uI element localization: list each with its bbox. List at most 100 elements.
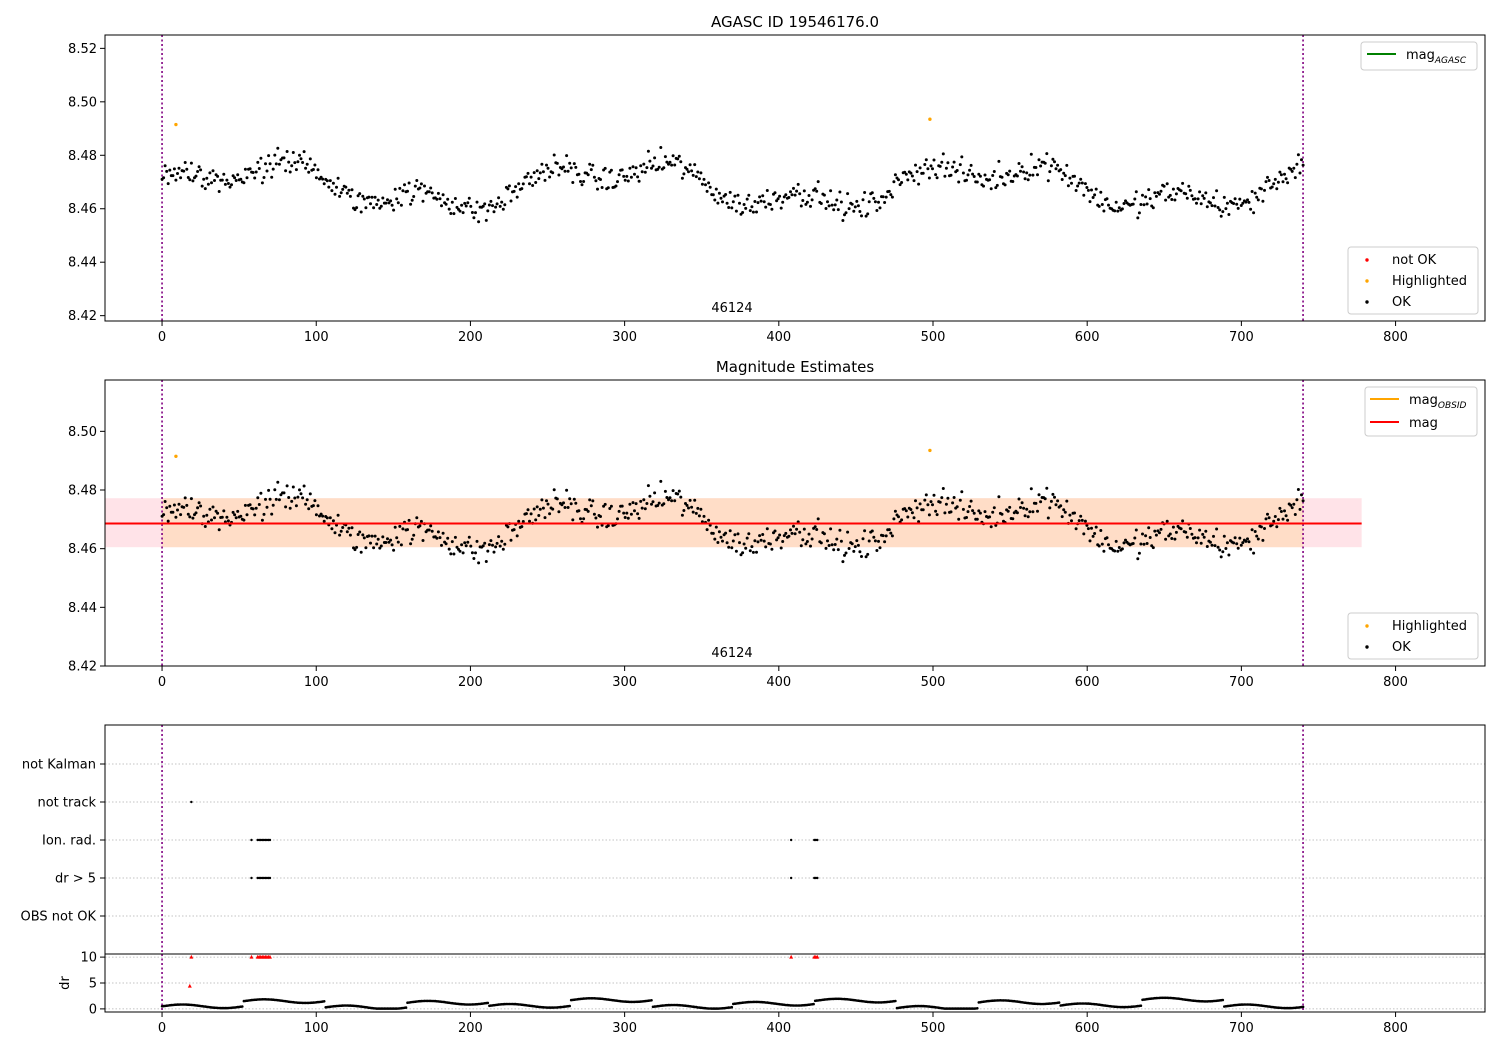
agasc-legend-marker-not-ok: [1365, 258, 1369, 262]
estimates-xtick-label-800: 800: [1383, 675, 1408, 690]
estimates-ok-point: [952, 496, 956, 499]
estimates-ok-point: [1083, 519, 1087, 523]
estimates-ok-point: [747, 532, 751, 536]
estimates-ok-point: [1086, 527, 1090, 531]
agasc-ok-point: [529, 175, 533, 179]
estimates-ok-point: [350, 526, 354, 530]
dr-plot-area: [160, 954, 1305, 1012]
agasc-ok-point: [1113, 209, 1117, 213]
agasc-ok-point: [759, 199, 763, 203]
estimates-ok-point: [1259, 525, 1263, 529]
estimates-ok-point: [277, 498, 281, 502]
agasc-ok-point: [1062, 171, 1066, 175]
estimates-ok-point: [171, 510, 175, 514]
estimates-ok-point: [662, 502, 666, 506]
estimates-ok-point: [1193, 536, 1197, 540]
agasc-ok-point: [1066, 184, 1070, 188]
agasc-ok-point: [1162, 184, 1166, 188]
estimates-ok-point: [1006, 509, 1010, 513]
agasc-ok-point: [977, 172, 981, 176]
agasc-ok-point: [731, 200, 735, 204]
agasc-ok-point: [506, 187, 510, 191]
agasc-ok-point: [481, 204, 485, 208]
estimates-ok-point: [972, 511, 976, 515]
dr-grid: [105, 956, 1485, 1010]
estimates-ok-point: [345, 530, 349, 534]
agasc-ok-point: [1023, 177, 1027, 181]
flags-grid: [105, 763, 1485, 917]
estimates-marker-legend-box: [1347, 612, 1479, 660]
agasc-ok-point: [543, 178, 547, 182]
agasc-ok-point: [1296, 153, 1300, 157]
agasc-ok-point: [470, 211, 474, 214]
estimates-ok-point: [707, 518, 711, 522]
estimates-ok-point: [552, 488, 556, 492]
estimates-ok-point: [1208, 540, 1212, 544]
estimates-ok-point: [260, 518, 264, 522]
agasc-ok-point: [1026, 178, 1030, 182]
flags-panel: not Kalman not track Ion. rad. dr > 5 OBS no…: [21, 724, 1486, 955]
estimates-xtick-label-600: 600: [1075, 675, 1100, 690]
agasc-ok-point: [839, 200, 843, 204]
agasc-ok-point: [501, 207, 505, 211]
dr-point: [650, 999, 653, 1002]
estimates-ok-point: [989, 525, 993, 529]
agasc-ok-point: [799, 204, 803, 208]
estimates-ok-point: [819, 541, 823, 545]
estimates-ok-point: [1113, 549, 1117, 553]
estimates-ok-point: [290, 499, 294, 503]
estimates-ok-point: [705, 528, 709, 532]
agasc-ok-point: [336, 176, 340, 180]
estimates-ok-point: [673, 499, 677, 503]
estimates-ok-point: [311, 504, 315, 508]
agasc-ok-point: [1190, 194, 1194, 198]
estimates-ok-point: [1139, 542, 1143, 546]
agasc-ok-point: [616, 180, 619, 184]
estimates-ok-point: [594, 516, 598, 520]
agasc-ok-point: [1036, 173, 1039, 177]
flags-category-label-4: OBS not OK: [21, 910, 97, 925]
estimates-ok-point: [1065, 499, 1069, 503]
agasc-ok-point: [1227, 213, 1231, 216]
estimates-ok-point: [1233, 536, 1237, 540]
estimates-ok-point: [294, 504, 298, 508]
agasc-ok-point: [1261, 199, 1265, 203]
agasc-ok-point: [197, 165, 201, 169]
flag-point: [190, 800, 193, 804]
agasc-ok-point: [748, 209, 752, 213]
agasc-ok-point: [1185, 196, 1189, 200]
agasc-ok-point: [915, 170, 919, 174]
estimates-ok-point: [1250, 528, 1254, 532]
agasc-ok-point: [890, 195, 894, 199]
estimates-ok-point: [316, 504, 320, 508]
estimates-ok-point: [1091, 534, 1095, 538]
estimates-ok-point: [1105, 536, 1109, 540]
estimates-ok-point: [412, 533, 416, 537]
agasc-ok-point: [375, 203, 379, 206]
agasc-ytick-label-0: 8.42: [68, 309, 97, 324]
estimates-ok-point: [751, 550, 755, 554]
estimates-ok-point: [617, 509, 621, 513]
agasc-ok-point: [1290, 169, 1294, 173]
agasc-ok-point: [1213, 204, 1217, 208]
agasc-highlighted-point: [174, 122, 178, 127]
agasc-ok-point: [1159, 189, 1163, 193]
estimates-ok-point: [419, 519, 423, 523]
agasc-ok-point: [199, 168, 203, 172]
agasc-ok-point: [628, 166, 632, 170]
estimates-ok-point: [755, 550, 758, 554]
estimates-ok-point: [197, 501, 201, 505]
agasc-ok-point: [301, 161, 305, 164]
estimates-ok-point: [994, 523, 998, 527]
agasc-ok-point: [216, 174, 220, 178]
estimates-ok-point: [563, 506, 567, 509]
agasc-ok-point: [883, 201, 887, 204]
agasc-ok-point: [1188, 188, 1192, 192]
agasc-ok-point: [728, 190, 732, 194]
agasc-ok-point: [1070, 181, 1073, 185]
agasc-ok-point: [1068, 176, 1072, 180]
agasc-ytick-label-4: 8.50: [68, 95, 97, 110]
agasc-ok-point: [751, 210, 755, 214]
agasc-ok-point: [526, 171, 530, 175]
agasc-ok-point: [707, 181, 711, 185]
